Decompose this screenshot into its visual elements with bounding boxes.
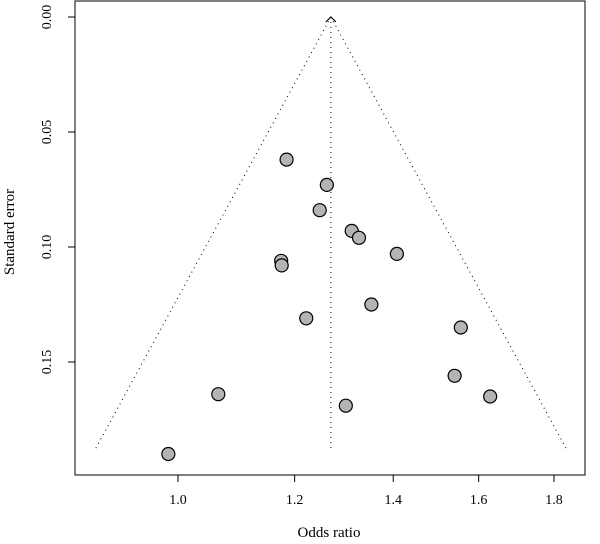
data-point (389, 246, 404, 261)
x-axis-label: Odds ratio (298, 525, 361, 541)
y-axis: 0.00 0.05 0.10 0.15 (40, 5, 75, 375)
plot-frame (74, 0, 586, 476)
data-points (161, 152, 498, 462)
data-point (211, 387, 226, 402)
data-point (161, 446, 176, 462)
x-tick-label: 1.2 (286, 493, 304, 508)
x-axis: 1.0 1.2 1.4 1.6 1.8 (169, 475, 563, 508)
funnel-lines (94, 16, 568, 450)
data-point (299, 311, 314, 326)
x-tick-label: 1.8 (545, 493, 563, 508)
y-tick-label: 0.15 (40, 350, 55, 375)
data-point (312, 203, 327, 218)
funnel-right-line (330, 16, 568, 450)
data-point (364, 297, 379, 312)
funnel-left-line (94, 16, 332, 450)
y-tick-label: 0.05 (40, 120, 55, 145)
x-tick-label: 1.4 (384, 493, 402, 508)
data-point (453, 320, 468, 335)
data-point (351, 230, 367, 245)
data-point (447, 368, 462, 383)
data-point (338, 398, 353, 413)
y-tick-label: 0.10 (40, 235, 55, 260)
data-point (483, 389, 498, 404)
data-point (279, 152, 294, 167)
x-tick-label: 1.6 (470, 493, 488, 508)
funnel-apex-marker (325, 16, 337, 23)
y-axis-label: Standard error (2, 189, 18, 275)
x-tick-label: 1.0 (169, 493, 187, 508)
data-point (319, 177, 334, 192)
data-point (274, 258, 289, 273)
y-tick-label: 0.00 (40, 5, 55, 30)
